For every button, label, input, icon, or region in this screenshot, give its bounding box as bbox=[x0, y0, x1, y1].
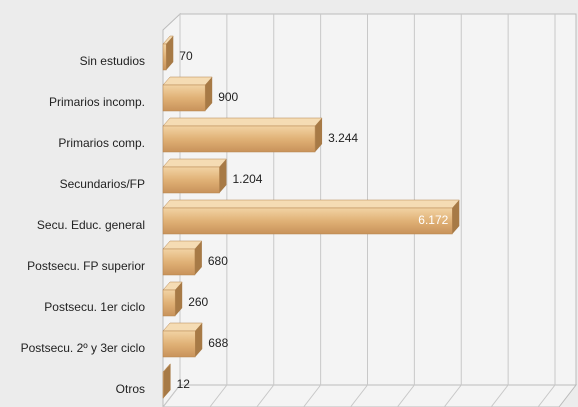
bar bbox=[162, 281, 183, 317]
value-label: 688 bbox=[208, 336, 228, 350]
bar-side bbox=[219, 159, 227, 193]
bar-side bbox=[175, 282, 183, 316]
grid-line bbox=[490, 14, 509, 407]
category-label: Primarios incomp. bbox=[49, 95, 145, 109]
category-label: Postsecu. FP superior bbox=[27, 259, 145, 273]
bar-top bbox=[162, 117, 323, 127]
value-label: 900 bbox=[218, 90, 238, 104]
bar-side bbox=[205, 77, 213, 111]
category-label: Primarios comp. bbox=[58, 136, 145, 150]
grid-line bbox=[443, 14, 462, 407]
bar-top bbox=[162, 158, 227, 168]
bar-top bbox=[162, 199, 460, 209]
bar bbox=[162, 35, 174, 71]
grid-line bbox=[396, 14, 415, 407]
grid-line bbox=[350, 14, 368, 407]
bar bbox=[162, 76, 213, 112]
grid-line bbox=[537, 14, 556, 407]
bar-front bbox=[162, 248, 196, 276]
bar-front bbox=[162, 84, 206, 112]
bar-side bbox=[163, 364, 171, 398]
bar-front bbox=[162, 330, 196, 358]
value-label: 1.204 bbox=[232, 172, 262, 186]
value-label: 6.172 bbox=[418, 213, 448, 227]
bar-top bbox=[162, 76, 213, 86]
value-label: 70 bbox=[179, 49, 193, 63]
back-wall bbox=[179, 13, 577, 386]
value-label: 260 bbox=[188, 295, 208, 309]
category-label: Postsecu. 1er ciclo bbox=[44, 300, 145, 314]
bar bbox=[162, 363, 172, 399]
bar bbox=[162, 117, 323, 153]
bar-side bbox=[194, 241, 202, 275]
value-label: 12 bbox=[177, 377, 191, 391]
bar-front bbox=[162, 207, 453, 235]
category-label: Otros bbox=[116, 382, 145, 396]
bar-side bbox=[452, 200, 460, 234]
bar bbox=[162, 158, 227, 194]
category-label: Postsecu. 2º y 3er ciclo bbox=[21, 341, 146, 355]
bar bbox=[162, 322, 203, 358]
bar bbox=[162, 199, 460, 235]
bar-side bbox=[195, 323, 203, 357]
bar-front bbox=[162, 166, 220, 194]
category-label: Secundarios/FP bbox=[60, 177, 145, 191]
bar-side bbox=[166, 36, 174, 70]
bar-front bbox=[162, 371, 164, 399]
value-label: 680 bbox=[208, 254, 228, 268]
bar bbox=[162, 240, 203, 276]
category-label: Sin estudios bbox=[80, 54, 145, 68]
bar-front bbox=[162, 43, 167, 71]
category-label: Secu. Educ. general bbox=[37, 218, 145, 232]
value-label: 3.244 bbox=[328, 131, 358, 145]
bar-side bbox=[315, 118, 323, 152]
bar-front bbox=[162, 125, 316, 153]
bar-front bbox=[162, 289, 176, 317]
